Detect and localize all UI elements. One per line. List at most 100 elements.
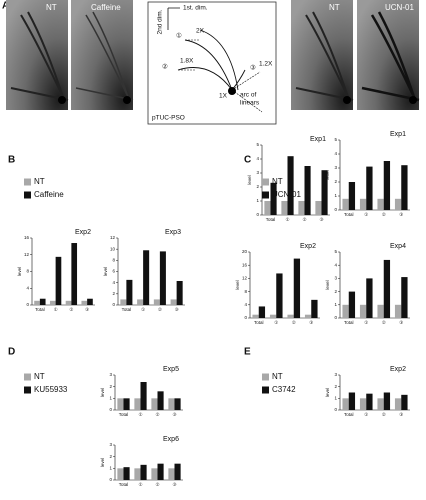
bar — [383, 392, 391, 410]
y-tick-label: 1 — [334, 302, 337, 307]
x-tick-label: ③ — [399, 412, 404, 417]
x-tick-label: ① — [54, 307, 59, 312]
y-tick-label: 3 — [109, 442, 112, 447]
y-tick-label: 2 — [256, 184, 259, 189]
x-tick-label: ② — [155, 412, 160, 417]
bar — [34, 300, 40, 305]
diagram-label: pTUC-PSO — [152, 115, 185, 122]
gel-images: NT Caffeine NT UCN-01 — [6, 0, 420, 110]
y-tick-label: 0 — [334, 315, 337, 320]
x-tick-label: ③ — [309, 320, 314, 325]
y-tick-label: 0 — [334, 207, 337, 212]
panel-label: D — [8, 347, 15, 358]
x-tick-label: Total — [344, 320, 354, 325]
bar — [55, 256, 62, 305]
y-axis-label: level — [325, 388, 330, 397]
bar — [159, 251, 166, 305]
bar — [117, 398, 124, 410]
y-tick-label: 12 — [110, 235, 116, 240]
x-tick-label: ③ — [175, 307, 180, 312]
y-tick-label: 3 — [334, 276, 337, 281]
bar — [377, 304, 384, 318]
bar — [252, 314, 259, 318]
bar — [304, 314, 312, 318]
chart-title: Exp2 — [75, 229, 91, 236]
bar — [366, 278, 373, 318]
y-tick-label: 3 — [334, 372, 337, 377]
legend-swatch — [24, 178, 31, 186]
x-tick-label: ② — [69, 307, 74, 312]
bar — [366, 393, 373, 410]
y-tick-label: 3 — [334, 165, 337, 170]
x-tick-label: ③ — [399, 320, 404, 325]
bar — [281, 201, 288, 215]
diagram-label: 1X — [219, 93, 228, 100]
bar — [270, 182, 277, 215]
x-tick-label: Total — [344, 212, 354, 217]
y-tick-label: 2 — [112, 291, 115, 296]
bar — [287, 314, 294, 318]
x-tick-label: Total — [122, 307, 132, 312]
x-tick-label: ③ — [172, 412, 177, 417]
y-tick-label: 1 — [334, 193, 337, 198]
x-tick-label: Total — [119, 482, 129, 487]
y-tick-label: 4 — [334, 262, 337, 267]
y-tick-label: 16 — [242, 262, 248, 267]
y-tick-label: 16 — [24, 235, 30, 240]
x-tick-label: ② — [292, 320, 297, 325]
gel-label: UCN-01 — [385, 3, 414, 12]
bar — [120, 299, 127, 305]
legend-swatch — [24, 386, 31, 394]
bar — [359, 198, 367, 210]
bar — [134, 398, 141, 410]
bar — [134, 468, 141, 480]
y-axis-label: level — [17, 267, 22, 276]
bar — [321, 170, 328, 215]
bar — [126, 279, 133, 305]
bar — [143, 250, 150, 305]
y-tick-label: 8 — [244, 289, 247, 294]
bar — [377, 198, 384, 210]
y-tick-label: 4 — [256, 156, 259, 161]
y-tick-label: 0 — [109, 407, 112, 412]
legend-swatch — [24, 191, 31, 199]
gel-label: Caffeine — [91, 3, 121, 12]
x-tick-label: ③ — [172, 482, 177, 487]
diagram-label: 2X — [196, 28, 205, 35]
y-tick-label: 2 — [334, 384, 337, 389]
bar — [342, 398, 349, 410]
bar — [348, 182, 356, 210]
y-tick-label: 3 — [109, 372, 112, 377]
diagram-label: 2nd dim. — [157, 9, 164, 34]
x-tick-label: ① — [138, 412, 143, 417]
legend-label: Caffeine — [34, 190, 64, 199]
x-tick-label: ① — [141, 307, 146, 312]
y-tick-label: 4 — [334, 151, 337, 156]
bar — [258, 306, 266, 318]
y-tick-label: 5 — [256, 142, 259, 147]
legend-label: NT — [272, 177, 283, 186]
gel: UCN-01 — [357, 0, 420, 110]
y-tick-label: 0 — [334, 407, 337, 412]
y-tick-label: 20 — [242, 249, 248, 254]
x-tick-label: ③ — [319, 217, 324, 222]
x-tick-label: ② — [158, 307, 163, 312]
y-axis-label: level — [247, 175, 252, 184]
bar — [359, 398, 367, 410]
chart-title: Exp3 — [165, 229, 181, 236]
y-axis-label: level — [235, 280, 240, 289]
bar — [315, 201, 322, 215]
chart-title: Exp4 — [390, 243, 406, 250]
x-tick-label: ② — [302, 217, 307, 222]
bar — [311, 299, 318, 318]
diagram-label: 1st. dim. — [183, 5, 208, 12]
bar — [65, 300, 72, 305]
x-tick-label: ① — [138, 482, 143, 487]
x-tick-label: ② — [155, 482, 160, 487]
bar — [123, 398, 130, 410]
x-tick-label: Total — [35, 307, 45, 312]
bar — [304, 166, 311, 215]
bar — [39, 298, 46, 305]
bar — [348, 291, 356, 318]
panel-label: C — [244, 155, 251, 166]
